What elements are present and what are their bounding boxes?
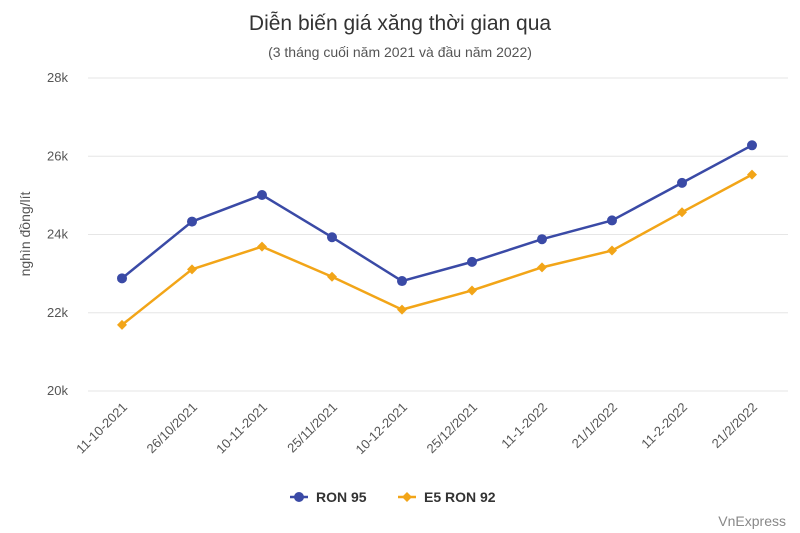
source-credit: VnExpress [718, 513, 786, 529]
data-point [677, 207, 687, 218]
data-point [397, 304, 407, 315]
data-point [467, 285, 477, 296]
y-tick-label: 24k [47, 227, 68, 242]
series-line [121, 144, 753, 283]
data-point [117, 273, 127, 284]
data-point [677, 177, 687, 188]
y-axis-ticks: 20k 22k 24k 26k 28k [47, 70, 68, 398]
x-tick-label: 11-2-2022 [638, 400, 690, 452]
x-tick-label: 11-10-2021 [73, 400, 130, 457]
y-tick-label: 22k [47, 305, 68, 320]
y-tick-label: 20k [47, 383, 68, 398]
legend-marker [402, 492, 412, 502]
y-tick-label: 28k [47, 70, 68, 85]
x-tick-label: 11-1-2022 [498, 400, 550, 452]
data-point [397, 276, 407, 287]
x-tick-label: 25/11/2021 [284, 400, 340, 456]
data-point [117, 319, 127, 330]
legend-item[interactable]: RON 95 [290, 489, 367, 505]
legend-marker [294, 492, 304, 502]
data-point [257, 241, 267, 252]
data-point [747, 169, 757, 180]
data-point [187, 264, 197, 275]
data-point [327, 232, 337, 243]
series-layer [117, 140, 757, 330]
chart-subtitle: (3 tháng cuối năm 2021 và đầu năm 2022) [268, 44, 532, 60]
legend-item[interactable]: E5 RON 92 [398, 489, 496, 505]
data-point [187, 216, 197, 227]
data-point [537, 234, 547, 245]
y-tick-label: 26k [47, 148, 68, 163]
legend-label: E5 RON 92 [424, 489, 496, 505]
x-tick-label: 21/1/2022 [569, 400, 621, 452]
series-0 [117, 140, 757, 287]
legend: RON 95 E5 RON 92 [290, 489, 496, 505]
x-tick-label: 25/12/2021 [423, 400, 480, 457]
x-tick-label: 10-11-2021 [213, 400, 270, 457]
data-point [467, 256, 477, 267]
chart-title: Diễn biến giá xăng thời gian qua [249, 12, 551, 35]
x-axis-ticks: 11-10-2021 26/10/2021 10-11-2021 25/11/2021… [73, 400, 760, 458]
grid-lines [88, 77, 788, 392]
data-point [747, 140, 757, 151]
series-line [121, 173, 753, 326]
y-axis-label: nghìn đồng/lít [17, 191, 33, 276]
x-tick-label: 10-12-2021 [352, 400, 410, 458]
x-tick-label: 26/10/2021 [143, 400, 200, 457]
data-point [537, 262, 547, 273]
x-tick-label: 21/2/2022 [709, 400, 761, 452]
data-point [257, 189, 267, 200]
data-point [607, 245, 617, 256]
data-point [327, 271, 337, 282]
legend-label: RON 95 [316, 489, 367, 505]
data-point [607, 215, 617, 226]
series-1 [117, 169, 757, 330]
